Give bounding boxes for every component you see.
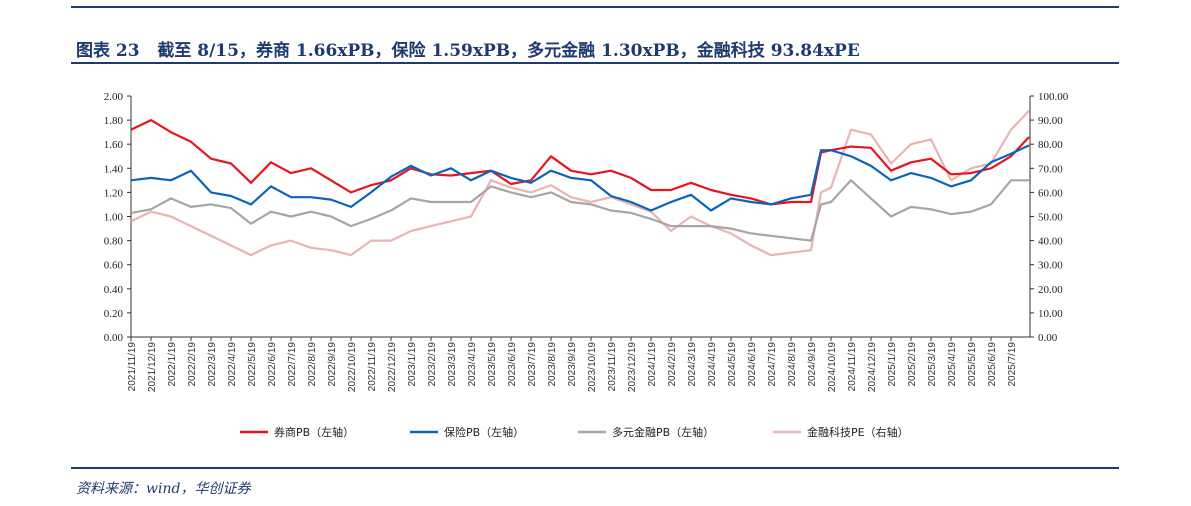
y-right-tick-label: 10.00 xyxy=(1038,308,1063,320)
x-tick-label: 2022/7/19 xyxy=(287,342,298,387)
y-left-tick-label: 2.00 xyxy=(104,91,124,103)
series-line-0 xyxy=(130,119,1030,206)
x-tick-label: 2022/9/19 xyxy=(327,342,338,387)
y-right-tick-label: 90.00 xyxy=(1038,115,1063,127)
y-left-tick-label: 1.00 xyxy=(104,212,124,224)
y-left-tick-label: 1.20 xyxy=(104,187,124,199)
legend-label: 金融科技PE（右轴） xyxy=(807,425,909,439)
y-right-tick-label: 70.00 xyxy=(1038,163,1063,175)
x-tick-label: 2022/12/19 xyxy=(387,342,398,392)
y-left-tick-label: 0.20 xyxy=(104,308,124,320)
y-right-tick-label: 50.00 xyxy=(1038,212,1063,224)
top-rule xyxy=(71,6,1119,8)
x-tick-label: 2023/1/19 xyxy=(407,342,418,387)
x-tick-label: 2025/7/19 xyxy=(1007,342,1018,387)
x-tick-label: 2023/11/19 xyxy=(607,342,618,392)
legend-label: 保险PB（左轴） xyxy=(444,425,524,439)
x-tick-label: 2024/9/19 xyxy=(807,342,818,387)
bottom-rule xyxy=(71,467,1119,469)
x-tick-label: 2021/11/19 xyxy=(127,342,138,392)
x-tick-label: 2022/8/19 xyxy=(307,342,318,387)
y-right-tick-label: 20.00 xyxy=(1038,284,1063,296)
x-tick-label: 2022/6/19 xyxy=(267,342,278,387)
y-right-tick-label: 0.00 xyxy=(1038,332,1058,344)
series-line-3 xyxy=(130,110,1030,257)
x-tick-label: 2023/3/19 xyxy=(447,342,458,387)
y-left-tick-label: 1.80 xyxy=(104,115,124,127)
x-tick-label: 2023/10/19 xyxy=(587,342,598,392)
x-tick-label: 2024/4/19 xyxy=(707,342,718,387)
y-right-tick-label: 100.00 xyxy=(1038,91,1069,103)
x-tick-label: 2025/1/19 xyxy=(887,342,898,387)
y-right-tick-label: 40.00 xyxy=(1038,236,1063,248)
x-tick-label: 2022/2/19 xyxy=(187,342,198,387)
x-tick-label: 2024/1/19 xyxy=(647,342,658,387)
x-tick-label: 2025/5/19 xyxy=(967,342,978,387)
figure-title: 图表 23 截至 8/15，券商 1.66xPB，保险 1.59xPB，多元金融… xyxy=(76,41,860,61)
x-tick-label: 2022/3/19 xyxy=(207,342,218,387)
title-rule xyxy=(71,62,1119,64)
y-left-tick-label: 0.40 xyxy=(104,284,124,296)
source-note: 资料来源：wind，华创证券 xyxy=(76,481,251,497)
x-tick-label: 2024/12/19 xyxy=(867,342,878,392)
x-tick-label: 2023/12/19 xyxy=(627,342,638,392)
x-tick-label: 2024/6/19 xyxy=(747,342,758,387)
x-tick-label: 2022/1/19 xyxy=(167,342,178,387)
x-tick-label: 2024/11/19 xyxy=(847,342,858,392)
series-line-2 xyxy=(130,179,1029,242)
x-tick-label: 2023/2/19 xyxy=(427,342,438,387)
x-tick-label: 2024/7/19 xyxy=(767,342,778,387)
y-left-tick-label: 1.60 xyxy=(104,139,124,151)
x-tick-label: 2022/10/19 xyxy=(347,342,358,392)
x-tick-label: 2024/5/19 xyxy=(727,342,738,387)
y-left-tick-label: 0.60 xyxy=(104,260,124,272)
x-tick-label: 2024/3/19 xyxy=(687,342,698,387)
x-tick-label: 2023/8/19 xyxy=(547,342,558,387)
legend-label: 多元金融PB（左轴） xyxy=(612,425,714,439)
x-tick-label: 2025/6/19 xyxy=(987,342,998,387)
y-left-tick-label: 1.40 xyxy=(104,163,124,175)
x-tick-label: 2023/4/19 xyxy=(467,342,478,387)
y-right-tick-label: 30.00 xyxy=(1038,260,1063,272)
x-tick-label: 2025/2/19 xyxy=(907,342,918,387)
y-left-tick-label: 0.80 xyxy=(104,236,124,248)
x-tick-label: 2021/12/19 xyxy=(147,342,158,392)
y-right-tick-label: 80.00 xyxy=(1038,139,1063,151)
x-tick-label: 2022/5/19 xyxy=(247,342,258,387)
y-right-tick-label: 60.00 xyxy=(1038,187,1063,199)
x-tick-label: 2024/8/19 xyxy=(787,342,798,387)
series-line-1 xyxy=(130,144,1030,212)
x-tick-label: 2024/10/19 xyxy=(827,342,838,392)
legend-label: 券商PB（左轴） xyxy=(274,425,354,439)
x-tick-label: 2025/3/19 xyxy=(927,342,938,387)
y-left-tick-label: 0.00 xyxy=(104,332,124,344)
x-tick-label: 2024/2/19 xyxy=(667,342,678,387)
x-tick-label: 2023/7/19 xyxy=(527,342,538,387)
x-tick-label: 2023/5/19 xyxy=(487,342,498,387)
x-tick-label: 2025/4/19 xyxy=(947,342,958,387)
x-tick-label: 2022/11/19 xyxy=(367,342,378,392)
x-tick-label: 2023/6/19 xyxy=(507,342,518,387)
x-tick-label: 2023/9/19 xyxy=(567,342,578,387)
x-tick-label: 2022/4/19 xyxy=(227,342,238,387)
